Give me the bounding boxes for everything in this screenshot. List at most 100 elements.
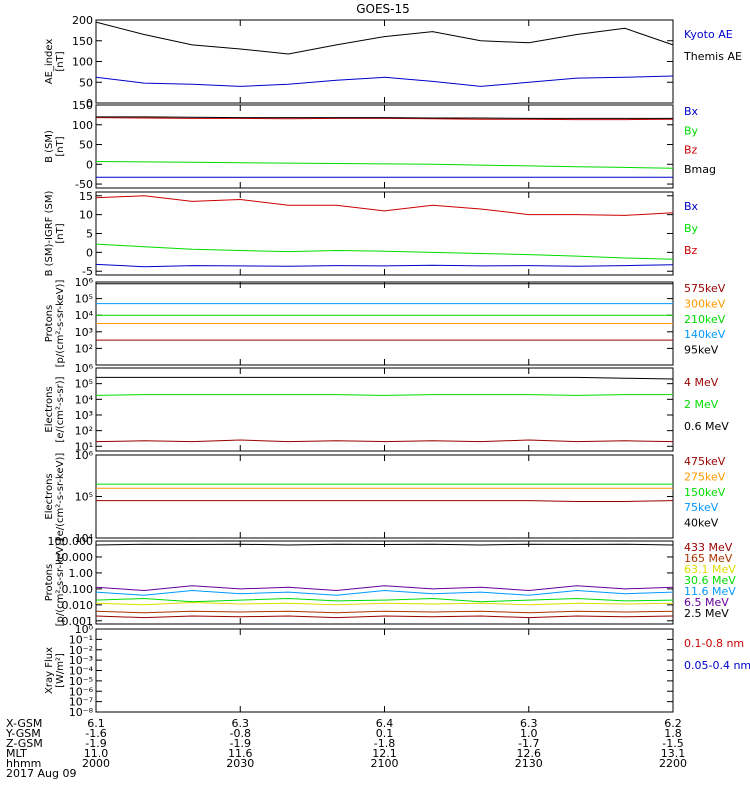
y-axis-label: B (SM)-IGRF (SM) <box>44 191 55 277</box>
series-line-0-1 <box>95 75 674 87</box>
y-axis-label: [e/(cm²-s-sr-keV)] <box>55 453 66 541</box>
legend-entry: 300keV <box>684 297 726 310</box>
footer-value: 2100 <box>371 757 399 770</box>
y-tick-label: -50 <box>75 178 93 191</box>
series-line-6-1 <box>95 610 674 614</box>
footer-value: -1.9 <box>85 737 106 750</box>
y-axis-label: Protons <box>44 564 55 601</box>
y-tick-label: 10⁻³ <box>69 654 93 667</box>
y-tick-label: 10⁴ <box>75 532 94 545</box>
y-tick-label: 100 <box>72 119 93 132</box>
y-axis-label: [nT] <box>55 136 66 156</box>
footer-value: 12.1 <box>372 747 397 760</box>
footer-value: -1.7 <box>518 737 539 750</box>
y-axis-label: Electrons <box>44 386 55 432</box>
series-line-4-1 <box>95 394 673 396</box>
series-line-1-1 <box>95 161 674 169</box>
legend-entry: 475keV <box>684 455 726 468</box>
y-axis-label: AE_index <box>44 39 55 85</box>
y-axis-label: B (SM) <box>44 130 55 163</box>
y-tick-label: 0.100 <box>62 583 94 596</box>
series-line-2-0 <box>95 263 674 268</box>
legend-entry: 0.05-0.4 nm <box>684 659 750 672</box>
y-tick-label: 10² <box>75 425 93 438</box>
y-axis-label: Electrons <box>44 473 55 519</box>
legend-entry: 30.6 MeV <box>684 574 736 587</box>
footer-value: 12.6 <box>517 747 542 760</box>
y-tick-label: 10⁶ <box>75 362 94 375</box>
y-tick-label: 10⁶ <box>75 449 94 462</box>
legend-entry: Bz <box>684 144 698 157</box>
y-axis-label: [p/(cm²-s-sr-keV)] <box>55 280 66 368</box>
legend-entry: 75keV <box>684 501 719 514</box>
legend-entry: By <box>684 222 699 235</box>
legend-entry: 4 MeV <box>684 376 719 389</box>
series-line-6-3 <box>95 597 674 603</box>
panel-frame <box>95 628 674 713</box>
footer-row-label: MLT <box>6 747 27 760</box>
legend-entry: 140keV <box>684 328 726 341</box>
y-tick-label: 10⁵ <box>75 491 93 504</box>
panel-2: -5 0 5 10 15 B (SM)-IGRF (SM) [nT] Bx By Bz <box>44 190 699 278</box>
y-tick-label: 10⁴ <box>75 309 94 322</box>
footer-value: 2000 <box>82 757 110 770</box>
footer-value: 6.2 <box>664 717 682 730</box>
footer-value: 0.1 <box>376 727 394 740</box>
footer-value: 6.3 <box>232 717 250 730</box>
footer-value: -1.6 <box>85 727 106 740</box>
series-line-6-2 <box>95 601 674 606</box>
y-tick-label: 10⁻⁸ <box>69 706 94 719</box>
plot-title: GOES-15 <box>356 2 410 16</box>
series-line-6-6 <box>95 543 674 546</box>
y-tick-label: 10.000 <box>55 551 94 564</box>
panel-1: -50 0 50 100 150 B (SM) [nT] Bx By Bz Bmag <box>44 99 716 191</box>
y-tick-label: 10⁻¹ <box>69 633 93 646</box>
series-line-6-0 <box>95 615 674 619</box>
series-line-2-2 <box>95 195 674 216</box>
legend-entry: 0.1-0.8 nm <box>684 637 744 650</box>
legend-entry: Themis AE <box>683 50 742 63</box>
y-tick-label: 10⁻² <box>69 644 93 657</box>
y-tick-label: 0 <box>86 97 93 110</box>
footer-value: -1.8 <box>374 737 395 750</box>
y-axis-label: [nT] <box>55 51 66 71</box>
footer-row-label: Y-GSM <box>5 727 41 740</box>
legend-entry: 275keV <box>684 470 726 483</box>
footer-value: 6.3 <box>520 717 538 730</box>
legend-entry: Bz <box>684 244 698 257</box>
y-axis-label: [W/m²] <box>55 653 66 688</box>
legend-entry: 2.5 MeV <box>684 607 729 620</box>
y-tick-label: 10⁶ <box>75 276 94 289</box>
panel-4: 10¹ 10² 10³ 10⁴ 10⁵ 10⁶ Electrons [e/(cm²-s-sr)… <box>44 362 729 453</box>
panel-5: 10⁴ 10⁵ 10⁶ Electrons [e/(cm²-s-sr-keV)] 475k… <box>44 449 726 545</box>
series-line-6-5 <box>95 585 674 592</box>
y-tick-label: 0 <box>86 246 93 259</box>
series-line-1-2 <box>95 117 674 121</box>
y-tick-label: 10 <box>79 209 93 222</box>
footer-value: 1.8 <box>664 727 682 740</box>
legend-entry: 95keV <box>684 344 719 357</box>
series-line-2-1 <box>95 243 674 260</box>
y-axis-label: Protons <box>44 305 55 342</box>
y-tick-label: 0.001 <box>62 615 94 628</box>
series-line-4-0 <box>95 439 674 443</box>
y-tick-label: 5 <box>86 228 93 241</box>
footer-row-label: hhmm <box>6 757 41 770</box>
footer-value: -1.9 <box>230 737 251 750</box>
y-tick-label: 200 <box>72 14 93 27</box>
footer-value: 13.1 <box>661 747 686 760</box>
legend-entry: 0.6 MeV <box>684 420 729 433</box>
footer-value: 2200 <box>659 757 687 770</box>
series-line-5-0 <box>96 500 674 502</box>
series-line-0-0 <box>95 21 674 55</box>
y-tick-label: 100 <box>72 56 93 69</box>
legend-entry: Bx <box>684 105 699 118</box>
y-tick-label: 150 <box>72 35 93 48</box>
legend-entry: 433 MeV <box>684 541 733 554</box>
y-tick-label: 10⁻⁷ <box>69 696 93 709</box>
y-tick-label: 100.000 <box>48 535 94 548</box>
